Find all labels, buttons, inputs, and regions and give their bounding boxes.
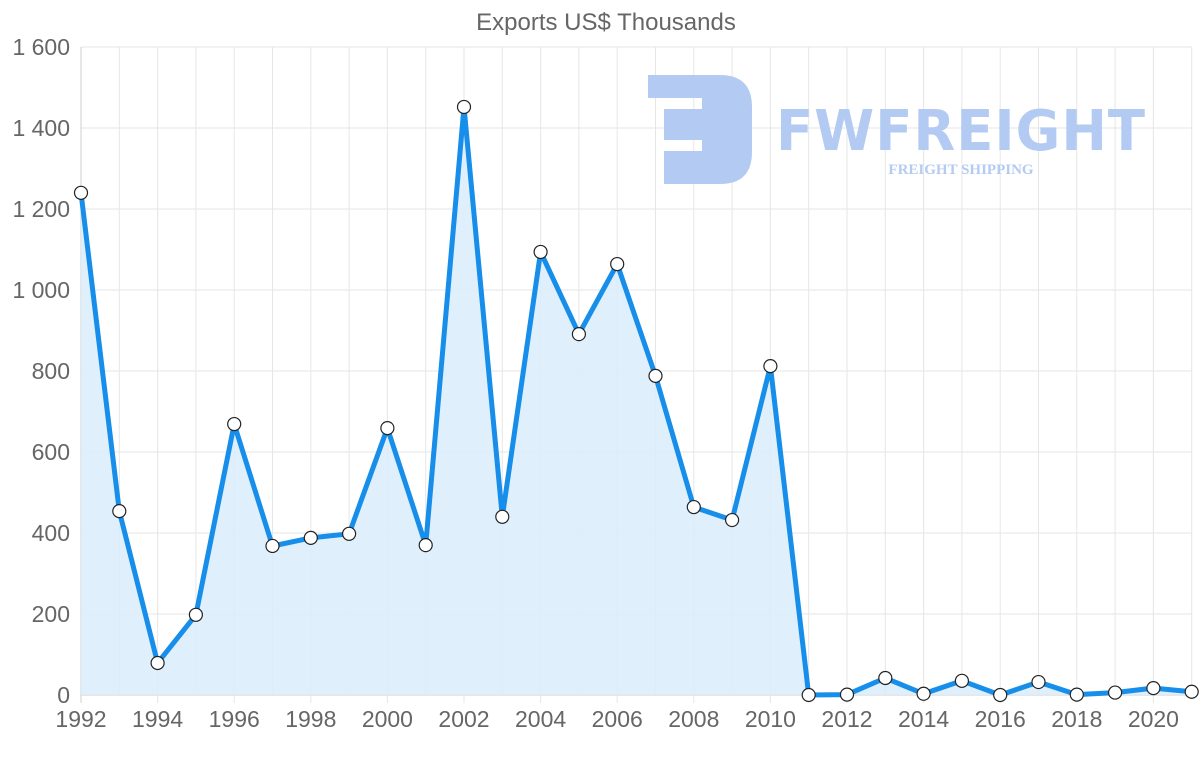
y-tick-label: 200 [32,601,70,627]
data-points [73,99,1199,703]
area-fill [81,106,1192,695]
x-tick-label: 2020 [1128,706,1179,732]
x-tick-label: 1992 [55,706,106,732]
data-point[interactable] [342,526,357,541]
data-point[interactable] [1184,684,1199,699]
x-axis-ticks: 1992 1994 1996 1998 2000 2002 2004 2006 2008 2010… [55,706,1179,732]
y-tick-label: 1 000 [12,277,70,303]
chart-title: Exports US$ Thousands [476,9,736,36]
data-point[interactable] [533,244,548,260]
data-point[interactable] [188,607,203,622]
data-point[interactable] [878,670,893,686]
data-point[interactable] [648,368,663,383]
watermark-tagline: FREIGHT SHIPPING [888,162,1033,178]
data-point[interactable] [954,673,970,688]
data-point[interactable] [1146,681,1161,696]
data-point[interactable] [763,359,778,374]
data-point[interactable] [418,538,433,553]
data-point[interactable] [1107,685,1123,700]
x-tick-label: 2016 [975,706,1026,732]
y-tick-label: 1 600 [12,34,70,60]
data-point[interactable] [227,416,242,432]
x-tick-label: 2000 [362,706,413,732]
data-point[interactable] [916,686,931,701]
data-point[interactable] [724,512,740,528]
fwfreight-logo-icon [648,75,752,184]
x-tick-label: 2002 [438,706,489,732]
x-tick-label: 2004 [515,706,566,732]
x-tick-label: 2018 [1051,706,1102,732]
y-tick-label: 0 [57,682,70,708]
data-point[interactable] [380,421,395,436]
y-tick-label: 600 [32,439,70,465]
x-tick-label: 1996 [209,706,260,732]
data-point[interactable] [265,538,280,554]
data-point[interactable] [993,687,1008,703]
x-tick-label: 2012 [821,706,872,732]
y-tick-label: 1 200 [12,196,70,222]
fwfreight-watermark: FWFREIGHT FREIGHT SHIPPING [648,75,1146,184]
data-point[interactable] [1031,674,1046,690]
data-point[interactable] [303,530,318,545]
data-point[interactable] [801,687,816,703]
x-tick-label: 1998 [285,706,336,732]
x-tick-label: 1994 [132,706,183,732]
y-tick-label: 1 400 [12,115,70,141]
data-point[interactable] [610,256,625,272]
data-point[interactable] [73,185,89,200]
x-tick-label: 2006 [592,706,643,732]
data-point[interactable] [839,687,855,702]
data-point[interactable] [456,99,472,115]
data-point[interactable] [571,327,587,342]
data-point[interactable] [1069,687,1084,702]
x-tick-label: 2010 [745,706,796,732]
data-point[interactable] [112,504,127,519]
data-point[interactable] [150,655,165,671]
x-tick-label: 2014 [898,706,949,732]
x-tick-label: 2008 [668,706,719,732]
data-point[interactable] [495,509,510,524]
y-tick-label: 400 [32,520,70,546]
data-point[interactable] [686,499,701,515]
watermark-brand: FWFREIGHT [776,99,1146,164]
y-axis-ticks: 0 200 400 600 800 1 000 1 200 1 400 1 600 [12,34,70,708]
y-tick-label: 800 [32,358,70,384]
